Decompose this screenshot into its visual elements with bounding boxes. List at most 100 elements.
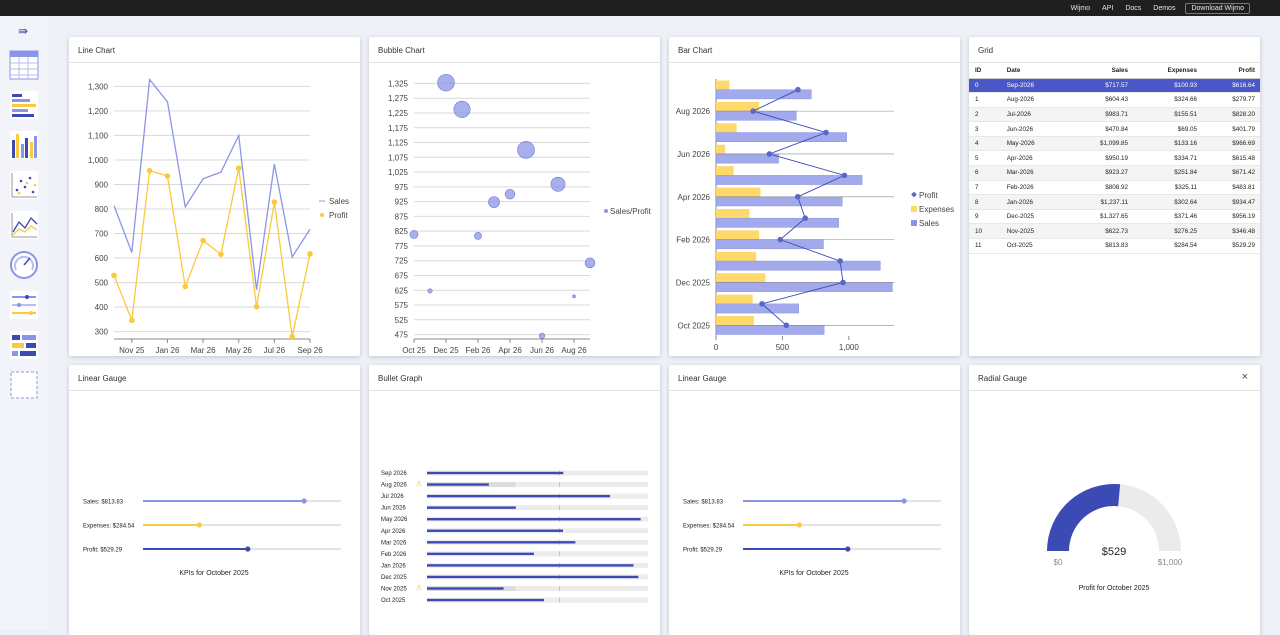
table-cell[interactable]: $155.51 [1134,107,1204,123]
table-cell[interactable]: 10 [969,223,1001,240]
nav-demos[interactable]: Demos [1153,4,1176,12]
radial-gauge-tile-icon[interactable] [9,250,39,280]
column-header[interactable]: Sales [1067,64,1135,79]
table-cell[interactable]: $616.64 [1203,78,1260,94]
table-cell[interactable]: $334.71 [1134,150,1204,167]
table-cell[interactable]: Aug-2026 [1000,92,1068,108]
table-cell[interactable]: $615.48 [1203,150,1260,167]
table-cell[interactable]: 7 [969,180,1001,196]
scatter-tile-icon[interactable] [9,170,39,200]
bullet-bar [427,598,544,602]
table-cell[interactable]: $401.79 [1203,121,1260,137]
table-cell[interactable]: Jun-2026 [1000,121,1068,137]
column-header[interactable]: Expenses [1134,64,1204,79]
table-cell[interactable]: $325.11 [1134,180,1204,196]
table-cell[interactable]: $671.42 [1203,165,1260,181]
table-cell[interactable]: 6 [969,165,1001,181]
empty-tile-icon[interactable] [9,370,39,400]
table-cell[interactable]: $808.92 [1067,180,1135,196]
linear-gauge-tile-icon[interactable] [9,290,39,320]
table-cell[interactable]: May-2026 [1000,136,1068,152]
grid-tile-icon[interactable] [9,50,39,80]
data-grid[interactable]: ID Date Sales Expenses Profit 0 Sep-2026 $717.… [969,64,1260,254]
table-cell[interactable]: $956.19 [1203,209,1260,225]
table-cell[interactable]: 1 [969,92,1001,108]
table-row[interactable]: 4 May-2026 $1,099.85 $133.16 $966.69 [969,136,1260,152]
table-row[interactable]: 9 Dec-2025 $1,327.65 $371.46 $956.19 [969,209,1260,225]
table-cell[interactable]: Nov-2025 [1000,223,1068,240]
column-header[interactable]: ID [969,64,1001,79]
table-cell[interactable]: $324.66 [1134,92,1204,108]
table-cell[interactable]: Feb-2026 [1000,180,1068,196]
table-cell[interactable]: $1,237.11 [1067,194,1135,210]
legend-label: Sales [329,197,349,206]
nav-docs[interactable]: Docs [1125,4,1142,12]
table-row[interactable]: 6 Mar-2026 $923.27 $251.84 $671.42 [969,165,1260,181]
table-cell[interactable]: Mar-2026 [1000,165,1068,181]
table-cell[interactable]: Apr-2026 [1000,150,1068,167]
table-cell[interactable]: 0 [969,78,1001,94]
column-chart-tile-icon[interactable] [9,130,39,160]
close-icon[interactable]: × [1241,371,1248,383]
table-cell[interactable]: $923.27 [1067,165,1135,181]
table-cell[interactable]: Dec-2025 [1000,209,1068,225]
table-cell[interactable]: 2 [969,107,1001,123]
table-row[interactable]: 0 Sep-2026 $717.57 $100.93 $616.64 [969,78,1260,94]
table-row[interactable]: 5 Apr-2026 $950.19 $334.71 $615.48 [969,150,1260,167]
table-cell[interactable]: 9 [969,209,1001,225]
table-row[interactable]: 1 Aug-2026 $604.43 $324.66 $279.77 [969,92,1260,108]
table-cell[interactable]: 5 [969,150,1001,167]
table-row[interactable]: 7 Feb-2026 $808.92 $325.11 $483.81 [969,180,1260,196]
table-cell[interactable]: $622.73 [1067,223,1135,240]
table-row[interactable]: 2 Jul-2026 $983.71 $155.51 $828.20 [969,107,1260,123]
table-cell[interactable]: Jan-2026 [1000,194,1068,210]
gauge-thumb [901,498,907,504]
table-cell[interactable]: $284.54 [1134,238,1204,254]
nav-api[interactable]: API [1102,4,1114,12]
table-cell[interactable]: $69.05 [1134,121,1204,137]
table-cell[interactable]: $529.29 [1203,238,1260,254]
bullet-graph-tile-icon[interactable] [9,330,39,360]
table-cell[interactable]: $470.84 [1067,121,1135,137]
table-cell[interactable]: Sep-2026 [1000,78,1068,94]
table-cell[interactable]: 11 [969,238,1001,254]
table-row[interactable]: 10 Nov-2025 $622.73 $276.25 $346.48 [969,223,1260,240]
top-nav: Wijmo API Docs Demos Download Wijmo [1065,0,1250,16]
table-cell[interactable]: Oct-2025 [1000,238,1068,254]
table-row[interactable]: 3 Jun-2026 $470.84 $69.05 $401.79 [969,121,1260,137]
table-cell[interactable]: $717.57 [1067,78,1135,94]
table-cell[interactable]: $966.69 [1203,136,1260,152]
table-cell[interactable]: Jul-2026 [1000,107,1068,123]
table-cell[interactable]: $604.43 [1067,92,1135,108]
table-cell[interactable]: $276.25 [1134,223,1204,240]
column-header[interactable]: Date [1000,64,1068,79]
table-cell[interactable]: $279.77 [1203,92,1260,108]
table-cell[interactable]: $483.81 [1203,180,1260,196]
table-cell[interactable]: $1,099.85 [1067,136,1135,152]
table-cell[interactable]: $251.84 [1134,165,1204,181]
x-tick-label: Mar 26 [191,346,216,355]
menu-collapse-icon[interactable]: ⇛ [18,24,29,38]
table-cell[interactable]: $813.83 [1067,238,1135,254]
table-cell[interactable]: $983.71 [1067,107,1135,123]
bar-chart-tile-icon[interactable] [9,90,39,120]
column-header[interactable]: Profit [1203,64,1260,79]
table-cell[interactable]: 3 [969,121,1001,137]
download-wijmo-button[interactable]: Download Wijmo [1185,2,1250,14]
table-row[interactable]: 8 Jan-2026 $1,237.11 $302.64 $934.47 [969,194,1260,210]
table-row[interactable]: 11 Oct-2025 $813.83 $284.54 $529.29 [969,238,1260,254]
table-cell[interactable]: $950.19 [1067,150,1135,167]
profit-point [841,172,848,179]
table-cell[interactable]: $828.20 [1203,107,1260,123]
table-cell[interactable]: $371.46 [1134,209,1204,225]
line-chart-tile-icon[interactable] [9,210,39,240]
table-cell[interactable]: $346.48 [1203,223,1260,240]
table-cell[interactable]: $100.93 [1134,78,1204,94]
table-cell[interactable]: $302.64 [1134,194,1204,210]
table-cell[interactable]: $133.16 [1134,136,1204,152]
nav-wijmo[interactable]: Wijmo [1070,4,1091,12]
table-cell[interactable]: $934.47 [1203,194,1260,210]
table-cell[interactable]: $1,327.65 [1067,209,1135,225]
table-cell[interactable]: 4 [969,136,1001,152]
table-cell[interactable]: 8 [969,194,1001,210]
